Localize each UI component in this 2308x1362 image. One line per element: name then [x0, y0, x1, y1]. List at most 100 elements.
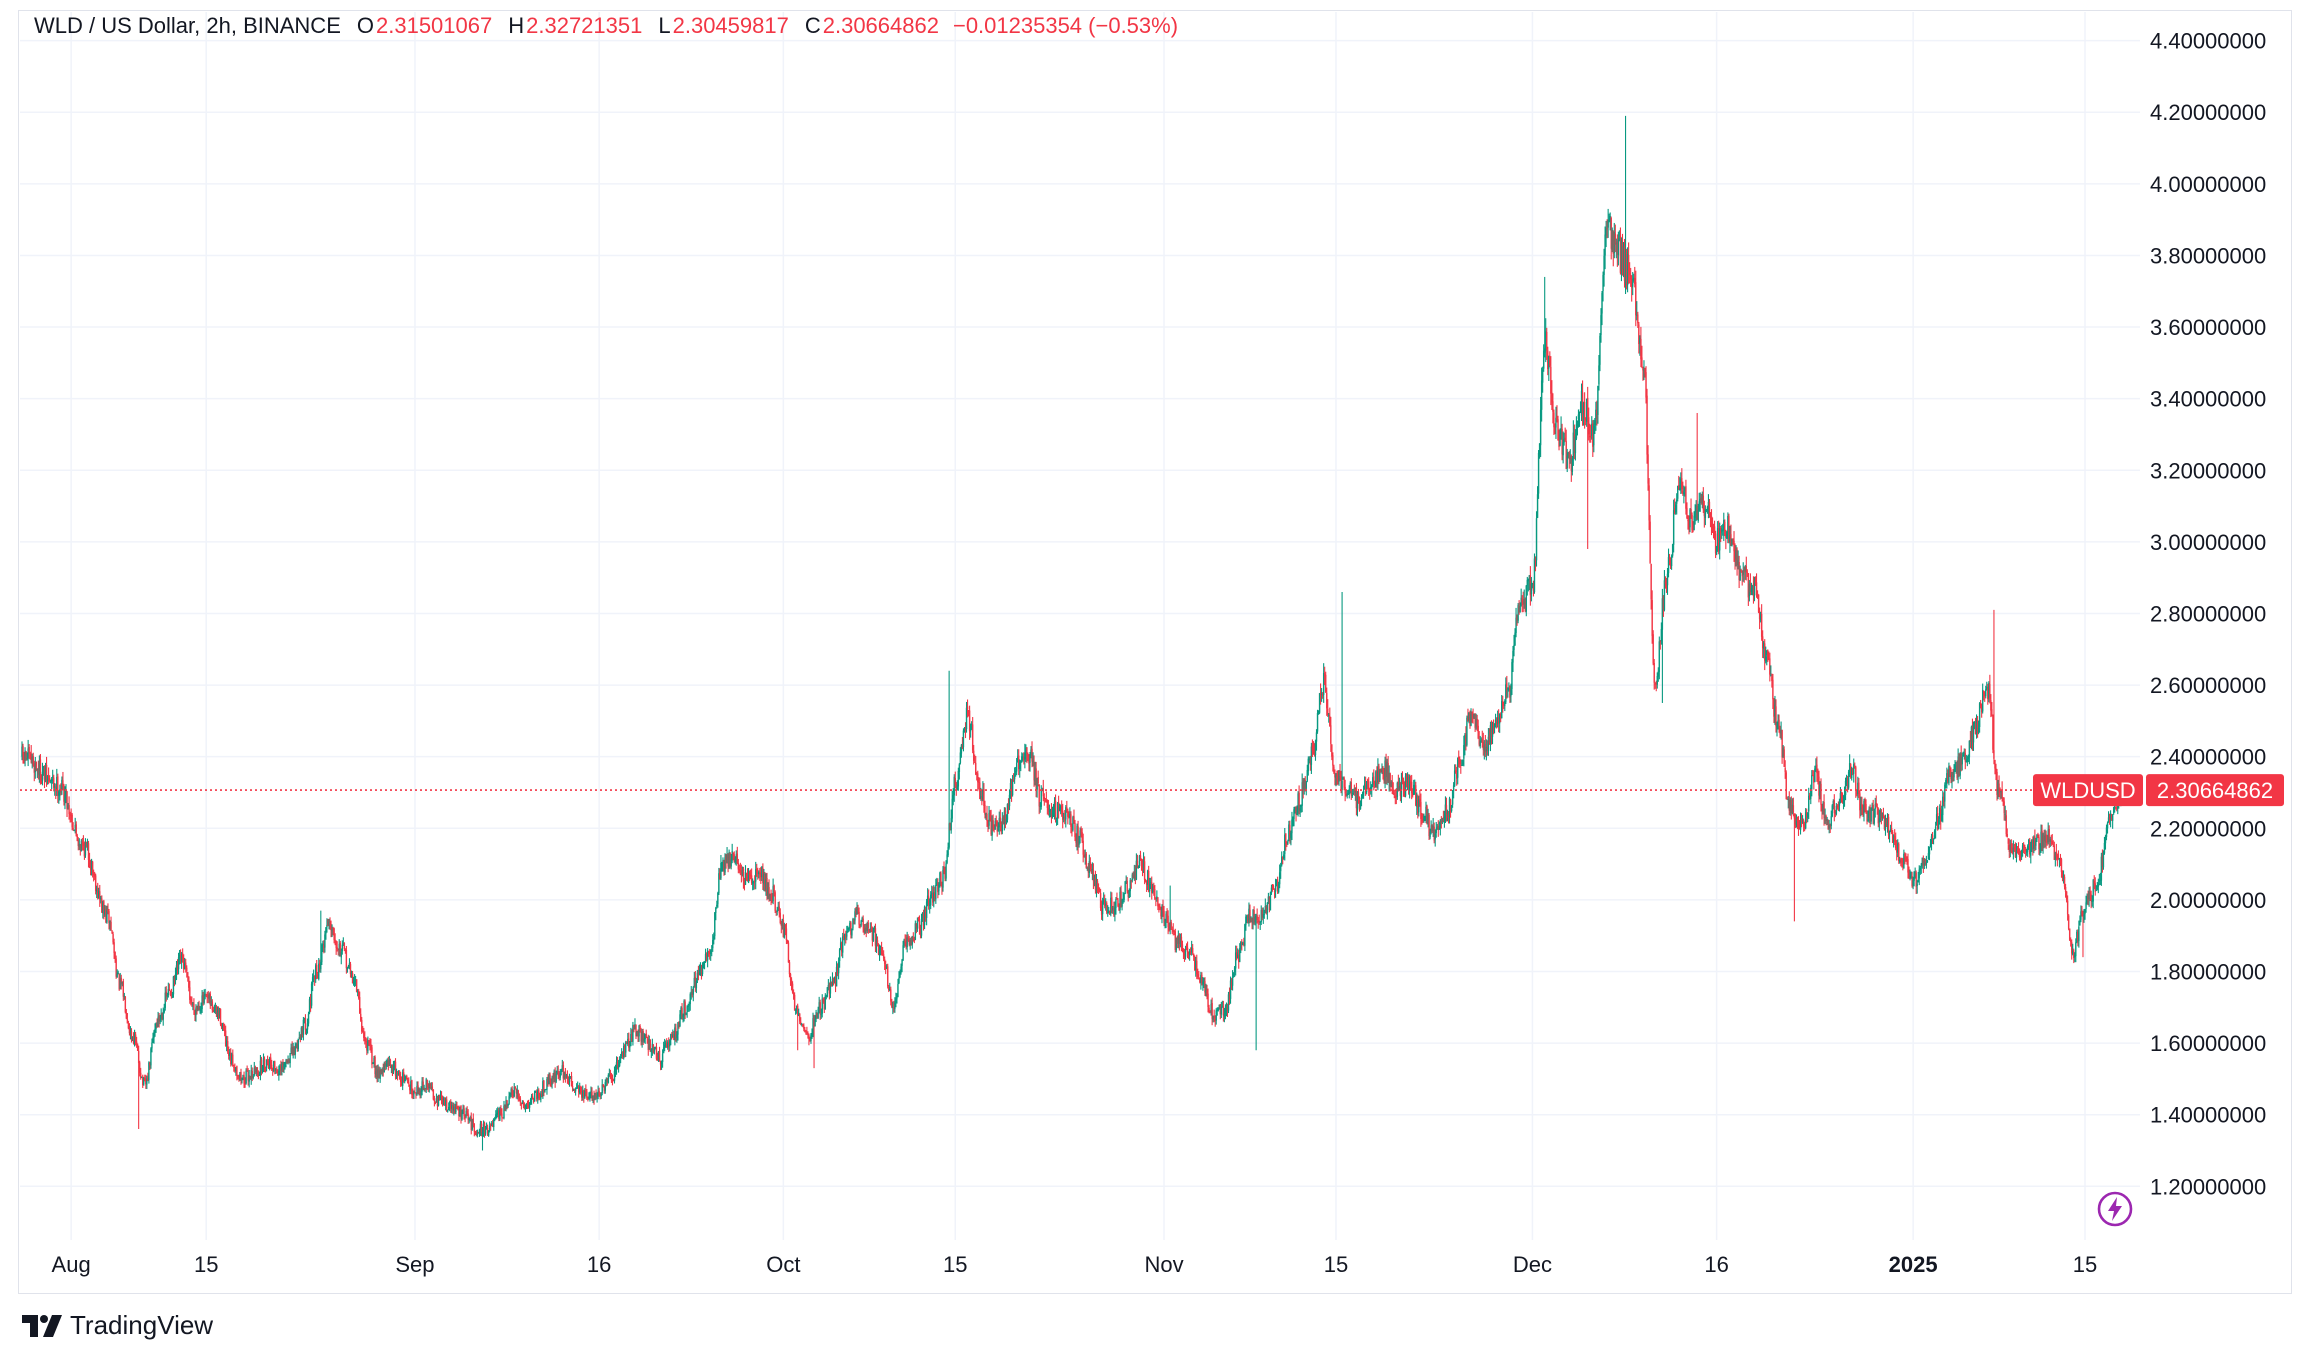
candle-body	[466, 1110, 468, 1114]
candle-body	[1347, 793, 1349, 795]
candle-body	[238, 1076, 240, 1078]
candle-body	[57, 776, 59, 796]
candle	[1251, 917, 1253, 930]
candle-body	[1370, 786, 1372, 791]
candle	[676, 1031, 678, 1043]
candle-body	[932, 893, 934, 903]
candle	[423, 1084, 425, 1092]
candle-body	[1545, 331, 1547, 351]
candle	[110, 916, 112, 931]
candle-body	[684, 1001, 686, 1016]
candle	[1483, 740, 1486, 760]
candle-body	[882, 954, 885, 959]
candle	[106, 905, 108, 924]
candle-body	[46, 776, 49, 782]
candle-body	[140, 1072, 142, 1078]
candle	[941, 881, 943, 895]
candle	[881, 947, 884, 956]
candle-body	[1703, 508, 1706, 517]
candle-body	[1041, 789, 1043, 791]
candle-body	[866, 923, 868, 932]
candle	[341, 940, 344, 955]
candle	[239, 1071, 241, 1081]
candle	[738, 864, 741, 874]
candle-body	[1584, 417, 1587, 421]
candle-body	[496, 1112, 498, 1115]
candle-body	[192, 1003, 194, 1005]
candle-body	[170, 994, 173, 996]
candle	[706, 948, 709, 968]
candle-body	[1056, 802, 1059, 819]
candle-body	[956, 785, 959, 790]
candle	[697, 965, 700, 981]
candle	[350, 970, 353, 978]
candle-body	[986, 813, 988, 821]
candle	[1090, 863, 1093, 874]
candle-body	[723, 861, 725, 872]
candle	[535, 1090, 537, 1093]
candle-body	[401, 1072, 404, 1086]
candle-body	[1496, 717, 1499, 724]
candle-body	[672, 1034, 674, 1037]
candle-body	[263, 1058, 266, 1067]
candle	[1217, 1007, 1219, 1012]
candle	[367, 1036, 369, 1054]
candle-body	[1385, 761, 1387, 777]
candle-body	[544, 1089, 546, 1092]
candle	[913, 936, 916, 944]
candle	[1162, 899, 1164, 917]
candle	[724, 853, 726, 876]
candle	[1633, 273, 1635, 283]
candle	[1329, 707, 1331, 727]
candle-body	[1205, 989, 1207, 993]
candle	[1574, 429, 1577, 461]
candle	[1174, 928, 1176, 953]
candle-body	[881, 953, 884, 955]
candle-body	[1538, 443, 1541, 455]
candle-body	[213, 1010, 216, 1012]
candle	[304, 1014, 307, 1035]
candle	[1648, 478, 1650, 531]
candle	[951, 790, 953, 823]
candle	[46, 775, 49, 785]
candle	[744, 865, 747, 886]
candle	[1064, 809, 1066, 825]
candle-body	[1677, 485, 1679, 499]
candle	[547, 1074, 549, 1087]
candle-body	[557, 1071, 559, 1077]
candle	[1215, 1008, 1217, 1025]
candle-body	[101, 898, 103, 913]
candle	[1054, 794, 1057, 823]
candle-body	[1244, 924, 1246, 946]
candle-body	[1241, 943, 1243, 945]
candle-body	[721, 863, 723, 865]
candle	[1391, 775, 1393, 795]
candle	[522, 1100, 525, 1109]
candle-body	[1182, 950, 1185, 952]
candle	[93, 871, 96, 881]
candle-body	[524, 1104, 527, 1110]
candle	[1529, 566, 1532, 606]
candle-body	[1311, 745, 1314, 751]
candle	[708, 948, 711, 960]
candle	[665, 1038, 668, 1049]
candle-body	[563, 1071, 566, 1079]
candle	[690, 986, 692, 1000]
candle-body	[1536, 494, 1539, 518]
candle	[1186, 941, 1189, 959]
candle	[355, 979, 358, 993]
candle-body	[726, 854, 728, 863]
candle-body	[1510, 689, 1512, 697]
candle	[1477, 719, 1479, 740]
candle	[466, 1106, 468, 1116]
candle	[598, 1087, 600, 1097]
candle-body	[521, 1103, 524, 1104]
candle	[201, 989, 203, 1013]
candle	[1170, 919, 1172, 931]
candle	[901, 958, 903, 973]
candle	[740, 864, 743, 883]
candle-body	[71, 814, 73, 828]
candle-body	[1126, 880, 1128, 892]
candle-body	[1707, 502, 1710, 509]
